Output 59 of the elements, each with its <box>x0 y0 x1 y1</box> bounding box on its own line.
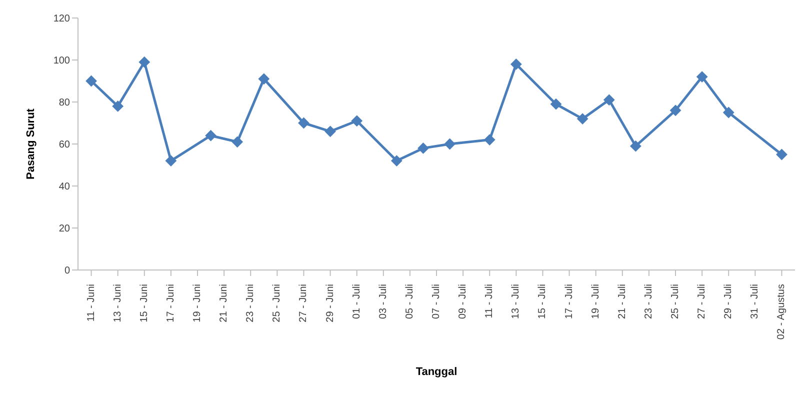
x-tick-label: 23 - Juni <box>245 284 256 322</box>
y-tick-label: 40 <box>58 182 70 193</box>
x-tick-label: 25 - Juni <box>272 284 283 322</box>
point <box>324 126 336 137</box>
point <box>391 155 402 166</box>
x-tick-label: 19 - Juni <box>192 284 203 322</box>
x-tick-label: 13 - Juni <box>112 284 124 322</box>
x-tick-label: 05 - Juli <box>404 284 416 320</box>
x-tick-label: 11 - Juli <box>484 284 496 318</box>
point <box>577 113 588 124</box>
y-tick-label: 60 <box>58 140 70 151</box>
x-tick-label: 11 - Juni <box>86 284 97 322</box>
x-tick-label: 15 - Juli <box>537 284 548 320</box>
point <box>205 130 216 142</box>
x-tick-label: 31 - Juli <box>750 284 761 320</box>
point <box>165 155 176 166</box>
point <box>630 140 642 152</box>
y-tick-label: 120 <box>53 14 70 25</box>
x-tick-label: 09 - Juli <box>458 284 469 320</box>
x-tick-label: 23 - Juli <box>643 284 654 320</box>
point <box>550 98 562 110</box>
x-tick-label: 19 - Juli <box>590 284 602 320</box>
point <box>604 94 615 106</box>
x-tick-label: 17 - Juli <box>564 284 575 320</box>
x-tick-label: 27 - Juni <box>298 284 310 322</box>
point <box>444 138 456 150</box>
point <box>418 142 429 154</box>
point <box>298 118 310 128</box>
x-tick-label: 01 - Juli <box>351 284 362 320</box>
x-tick-label: 25 - Juli <box>670 284 681 320</box>
point <box>696 71 708 82</box>
point <box>351 115 362 126</box>
point <box>232 136 243 148</box>
y-tick-label: 100 <box>53 56 70 67</box>
point <box>484 134 496 146</box>
x-axis-title: Tanggal <box>416 366 458 378</box>
x-tick-label: 17 - Juni <box>165 284 176 322</box>
point <box>86 76 97 86</box>
x-tick-label: 29 - Juli <box>723 284 734 320</box>
y-tick-label: 80 <box>58 98 70 109</box>
x-tick-label: 02 - Agustus <box>776 284 788 340</box>
y-tick-label: 20 <box>58 224 70 235</box>
x-tick-label: 21 - Juni <box>218 284 230 322</box>
point <box>670 104 681 116</box>
x-tick-label: 27 - Juli <box>696 284 708 320</box>
point <box>510 58 522 70</box>
point <box>112 100 124 112</box>
x-tick-label: 29 - Juni <box>324 284 336 322</box>
point <box>138 56 150 68</box>
point <box>776 149 788 160</box>
point <box>723 107 734 118</box>
x-tick-label: 21 - Juli <box>616 284 628 320</box>
x-tick-label: 07 - Juli <box>431 284 442 320</box>
y-axis-title: Pasang Surut <box>24 108 37 180</box>
y-tick-label: 0 <box>64 266 70 277</box>
x-tick-label: 15 - Juni <box>138 284 150 322</box>
x-tick-label: 03 - Juli <box>378 284 389 320</box>
x-tick-label: 13 - Juli <box>510 284 522 320</box>
point <box>258 73 270 84</box>
